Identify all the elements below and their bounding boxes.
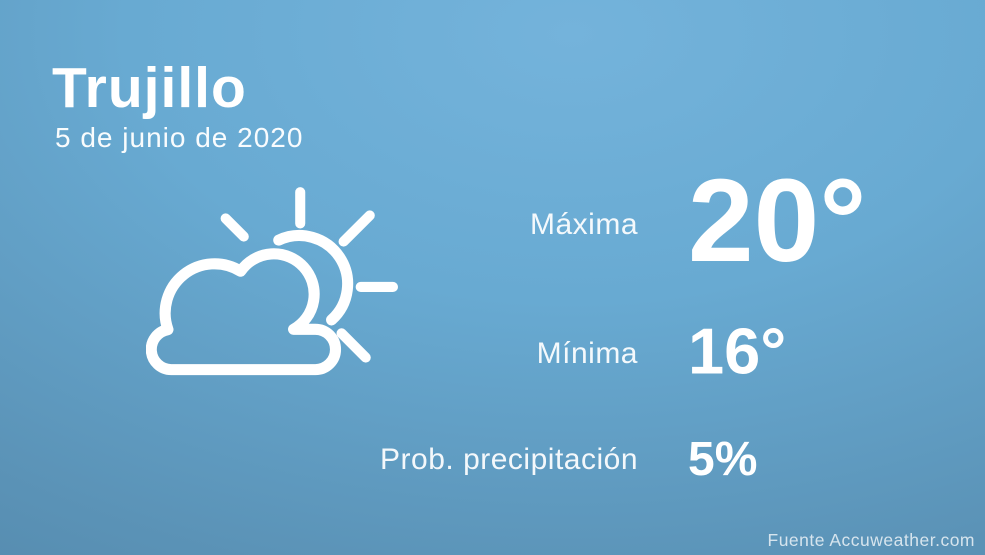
max-temp-value: 20° xyxy=(688,155,867,287)
sun-rays-icon xyxy=(220,187,398,363)
precip-prob-label: Prob. precipitación xyxy=(380,443,638,476)
min-temp-label: Mínima xyxy=(536,337,638,370)
min-temp-value: 16° xyxy=(688,314,787,388)
precip-prob-value: 5% xyxy=(688,433,758,486)
sun-icon xyxy=(220,187,398,363)
max-temp-label: Máxima xyxy=(529,208,638,241)
source-attribution: Fuente Accuweather.com xyxy=(767,530,975,550)
city-name: Trujillo xyxy=(52,56,247,120)
cloud-icon xyxy=(146,248,341,376)
forecast-date: 5 de junio de 2020 xyxy=(55,122,304,153)
partly-cloudy-icon xyxy=(146,187,398,376)
